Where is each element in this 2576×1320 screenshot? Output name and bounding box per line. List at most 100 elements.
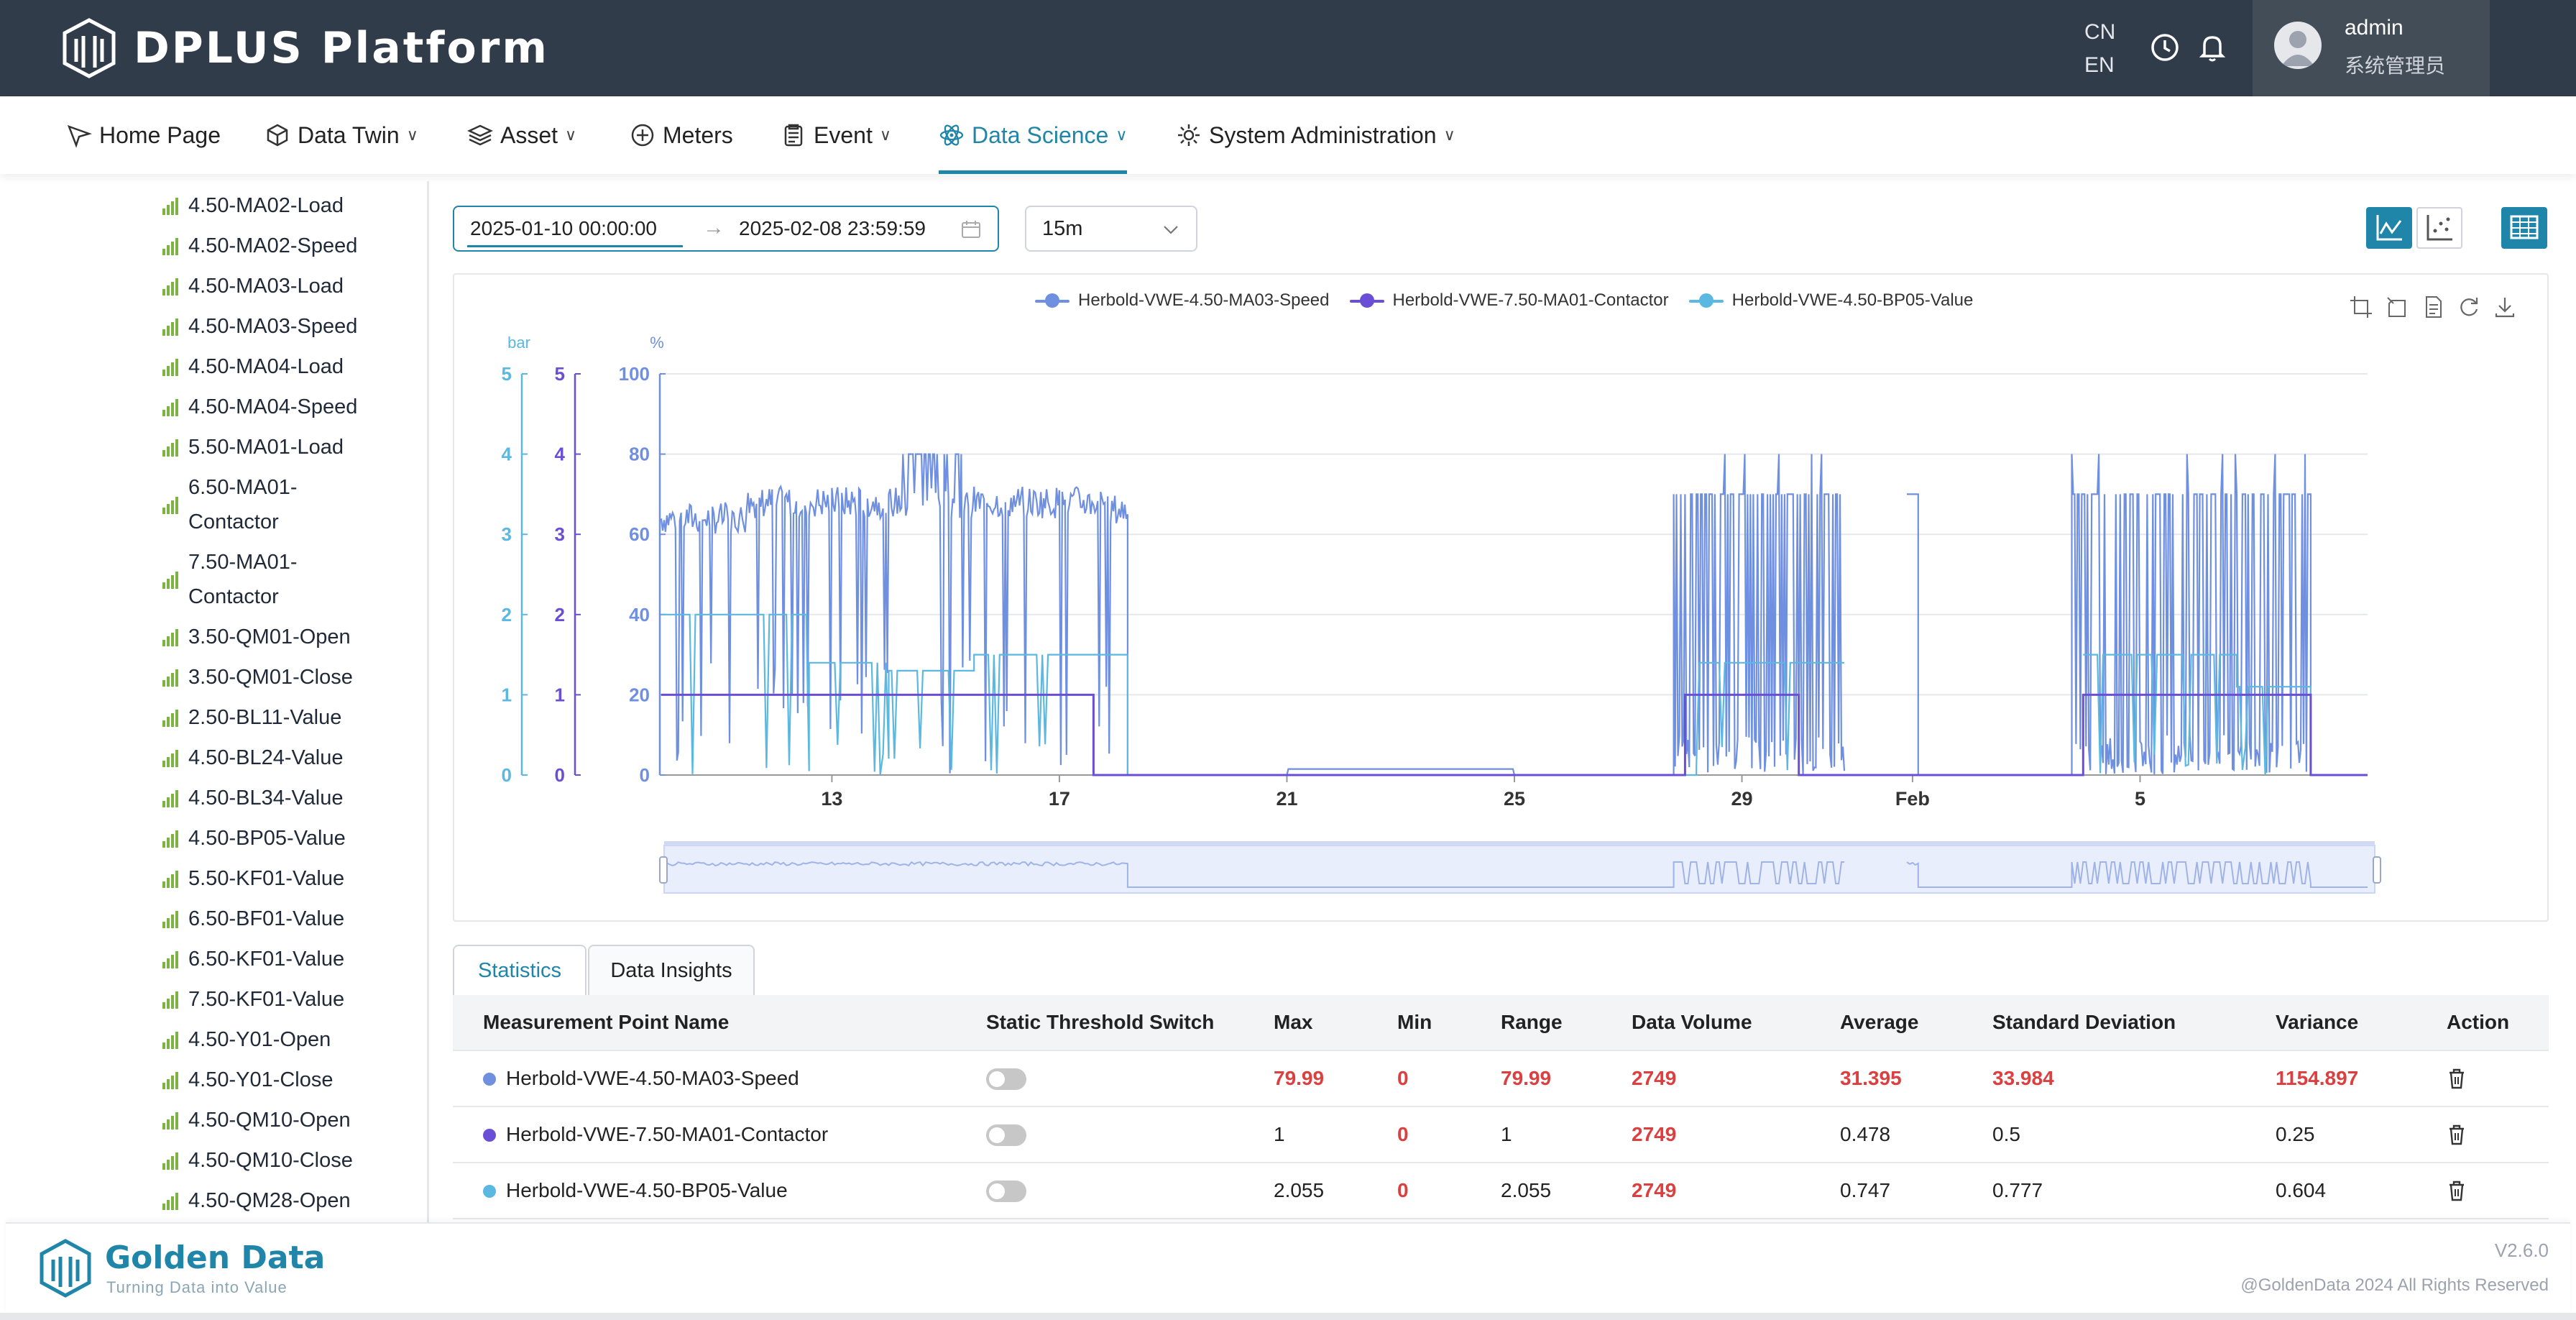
trend-chart[interactable]: 0 1 2 3 4 5 bar 0 1 2 3 4 5 0 20 40 60 80 100% 13 17 21 25 29 Fe…	[453, 273, 2549, 922]
toggle-knob	[989, 1071, 1005, 1087]
threshold-toggle[interactable]	[986, 1181, 1026, 1202]
platform-logo[interactable]: DPLUS Platform	[60, 17, 549, 79]
table-row[interactable]: Herbold-VWE-4.50-MA03-Speed 79.99 0 79.99 27…	[453, 1051, 2549, 1107]
nav-system-administration[interactable]: System Administration ∨	[1176, 96, 1455, 174]
sidebar-item[interactable]: 7.50-KF01-Value	[161, 982, 344, 1017]
cell-range: 1	[1501, 1123, 1512, 1145]
signal-bars-icon	[162, 439, 178, 457]
y-tick-label: 40	[629, 604, 650, 625]
calendar-icon[interactable]	[960, 219, 982, 240]
refresh-icon[interactable]	[2457, 295, 2481, 319]
measurement-point-name: Herbold-VWE-4.50-BP05-Value	[506, 1179, 788, 1201]
sidebar-item[interactable]: 5.50-KF01-Value	[161, 861, 344, 896]
interval-value: 15m	[1042, 217, 1083, 240]
zoom-reset-icon[interactable]	[2385, 295, 2409, 319]
sidebar-item-label-line2: Contactor	[188, 510, 279, 533]
bell-icon[interactable]	[2195, 30, 2230, 65]
lang-en[interactable]: EN	[2084, 53, 2115, 77]
sidebar-item[interactable]: 4.50-QM10-Open	[161, 1103, 351, 1137]
statistics-table: Measurement Point Name Static Threshold …	[453, 995, 2549, 1219]
sidebar-item[interactable]: 3.50-QM01-Open	[161, 620, 351, 654]
table-row[interactable]: Herbold-VWE-7.50-MA01-Contactor 1 0 1 2749 0.…	[453, 1107, 2549, 1163]
meter-icon	[631, 124, 654, 147]
start-date-input[interactable]: 2025-01-10 00:00:00	[470, 217, 657, 239]
y-tick-label: 0	[502, 764, 512, 786]
threshold-toggle[interactable]	[986, 1124, 1026, 1146]
legend-item[interactable]: Herbold-VWE-4.50-MA03-Speed	[1035, 290, 1330, 311]
legend-item[interactable]: Herbold-VWE-4.50-BP05-Value	[1688, 290, 1973, 311]
language-switch[interactable]: CN EN	[2084, 16, 2115, 82]
clock-icon[interactable]	[2148, 30, 2182, 65]
y-tick-label: 2	[502, 604, 512, 625]
nav-asset[interactable]: Asset ∨	[467, 96, 576, 174]
user-menu[interactable]: admin 系统管理员	[2253, 0, 2490, 96]
lang-cn[interactable]: CN	[2084, 20, 2116, 44]
line-view-button[interactable]	[2366, 207, 2412, 249]
nav-event[interactable]: Event ∨	[781, 96, 891, 174]
sidebar-item[interactable]: 2.50-BL11-Value	[161, 700, 341, 735]
cell-average: 0.478	[1840, 1123, 1891, 1145]
sidebar-item[interactable]: 4.50-BL34-Value	[161, 781, 344, 815]
sidebar-item[interactable]: 4.50-BL24-Value	[161, 741, 344, 775]
table-row[interactable]: Herbold-VWE-4.50-BP05-Value 2.055 0 2.055 27…	[453, 1163, 2549, 1219]
sidebar-item[interactable]: 4.50-MA04-Speed	[161, 390, 357, 424]
data-view-icon[interactable]	[2421, 295, 2445, 319]
tab-statistics[interactable]: Statistics	[453, 945, 586, 995]
sidebar-item[interactable]: 6.50-MA01- Contactor	[161, 470, 298, 539]
footer: Golden Data Turning Data into Value V2.6…	[6, 1222, 2570, 1314]
signal-bars-icon	[162, 238, 178, 255]
tab-data-insights[interactable]: Data Insights	[588, 945, 755, 995]
signal-bars-icon	[162, 1193, 178, 1210]
sidebar-item[interactable]: 4.50-MA04-Load	[161, 349, 344, 384]
signal-bars-icon	[162, 497, 178, 514]
nav-data-twin[interactable]: Data Twin ∨	[264, 96, 418, 174]
sidebar-item[interactable]: 4.50-MA02-Load	[161, 188, 344, 223]
cube-icon	[267, 124, 288, 147]
signal-bars-icon	[162, 359, 178, 376]
x-tick-label: 5	[2135, 788, 2145, 810]
zoom-area-icon[interactable]	[2349, 295, 2373, 319]
sidebar-item-label: 4.50-MA03-Speed	[188, 315, 358, 338]
sidebar-item[interactable]: 6.50-KF01-Value	[161, 942, 344, 976]
signal-bars-icon	[162, 790, 178, 807]
sidebar-item[interactable]: 4.50-Y01-Close	[161, 1063, 334, 1097]
version-label: V2.6.0	[2494, 1239, 2549, 1261]
send-icon	[67, 124, 92, 148]
download-icon[interactable]	[2493, 295, 2517, 319]
nav-data-science[interactable]: Data Science ∨	[939, 96, 1128, 174]
column-header: Measurement Point Name	[483, 1011, 730, 1033]
sidebar-item[interactable]: 4.50-MA03-Load	[161, 269, 344, 303]
data-zoom-preview	[661, 861, 2368, 888]
cell-std: 0.5	[1992, 1123, 2020, 1145]
delete-icon[interactable]	[2444, 1178, 2470, 1204]
sidebar-item[interactable]: 6.50-BF01-Value	[161, 902, 344, 936]
sidebar-item[interactable]: 4.50-QM28-Open	[161, 1183, 351, 1218]
data-zoom-right-handle	[2373, 856, 2381, 884]
sidebar-item[interactable]: 4.50-Y01-Open	[161, 1022, 331, 1057]
sidebar-item[interactable]: 4.50-BP05-Value	[161, 821, 346, 856]
interval-select[interactable]: 15m	[1025, 206, 1197, 252]
x-tick-label: 29	[1731, 788, 1753, 810]
sidebar-item[interactable]: 5.50-MA01-Load	[161, 430, 344, 464]
sidebar-divider[interactable]	[427, 181, 429, 1222]
cell-range: 2.055	[1501, 1179, 1552, 1201]
cell-variance: 0.604	[2276, 1179, 2327, 1201]
sidebar-item[interactable]: 3.50-QM01-Close	[161, 660, 353, 695]
table-view-button[interactable]	[2501, 207, 2547, 249]
legend-marker	[1349, 293, 1384, 308]
nav-meters[interactable]: Meters	[630, 96, 733, 174]
scatter-view-button[interactable]	[2416, 207, 2462, 249]
threshold-toggle[interactable]	[986, 1068, 1026, 1090]
nav-home-page[interactable]: Home Page	[66, 96, 221, 174]
end-date-input[interactable]: 2025-02-08 23:59:59	[739, 217, 926, 239]
legend-item[interactable]: Herbold-VWE-7.50-MA01-Contactor	[1349, 290, 1669, 311]
sidebar-item[interactable]: 4.50-MA02-Speed	[161, 229, 357, 263]
cell-volume: 2749	[1632, 1179, 1677, 1201]
sidebar-item[interactable]: 4.50-MA03-Speed	[161, 309, 357, 344]
window-bottom-edge	[0, 1313, 2576, 1320]
delete-icon[interactable]	[2444, 1122, 2470, 1147]
date-range-picker[interactable]: 2025-01-10 00:00:00 → 2025-02-08 23:59:5…	[453, 206, 999, 252]
delete-icon[interactable]	[2444, 1065, 2470, 1091]
sidebar-item[interactable]: 4.50-QM10-Close	[161, 1143, 353, 1178]
sidebar-item[interactable]: 7.50-MA01- Contactor	[161, 545, 298, 614]
